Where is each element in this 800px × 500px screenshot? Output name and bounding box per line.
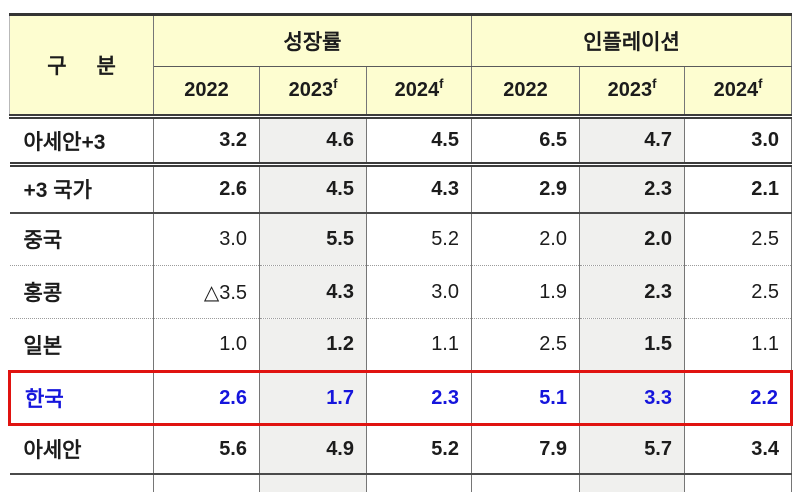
year-text: 2024	[713, 79, 759, 101]
cell-value	[471, 473, 580, 492]
header-category: 구 분	[9, 13, 154, 119]
cell-value	[259, 473, 367, 492]
cell-value: △3.5	[153, 265, 260, 319]
cell-value: 3.0	[153, 212, 260, 266]
year-text: 2022	[503, 79, 548, 101]
cell-value: 1.1	[366, 318, 472, 372]
cell-value: 1.9	[471, 265, 580, 319]
table-row-asean-plus-3: 아세안+3 3.2 4.6 4.5 6.5 4.7 3.0	[9, 116, 793, 167]
cell-value: 1.0	[153, 318, 260, 372]
header-year-inflation-2022: 2022	[471, 66, 580, 119]
cell-value: 2.1	[684, 164, 793, 214]
cell-value	[579, 473, 685, 492]
table-row-japan: 일본 1.0 1.2 1.1 2.5 1.5 1.1	[9, 318, 793, 372]
cell-value: 1.5	[579, 318, 685, 372]
header-growth-rate: 성장률	[153, 13, 472, 67]
table-row-china: 중국 3.0 5.5 5.2 2.0 2.0 2.5	[9, 212, 793, 266]
header-inflation: 인플레이션	[471, 13, 793, 67]
table-row-asean: 아세안 5.6 4.9 5.2 7.9 5.7 3.4	[9, 424, 793, 475]
table-row-plus-3-countries: +3 국가 2.6 4.5 4.3 2.9 2.3 2.1	[9, 164, 793, 214]
cell-value: 4.7	[579, 116, 685, 167]
table-row-partial-cutoff	[9, 473, 793, 492]
year-text: 2022	[184, 79, 229, 101]
cell-value: 7.9	[471, 424, 580, 475]
cell-value: 4.6	[259, 116, 367, 167]
cell-value: 1.2	[259, 318, 367, 372]
header-year-inflation-2023: 2023f	[579, 66, 685, 119]
row-label: 홍콩	[9, 265, 154, 319]
cell-value: 2.5	[684, 212, 793, 266]
cell-value	[684, 473, 793, 492]
cell-value: 5.1	[471, 370, 580, 426]
macro-indicators-table: 구 분 성장률 인플레이션 2022 2023f 2024f 2022 2023…	[8, 13, 794, 492]
cell-value: 6.5	[471, 116, 580, 167]
header-year-growth-2023: 2023f	[259, 66, 367, 119]
cell-value: 3.0	[684, 116, 793, 167]
cell-value: 2.3	[366, 370, 472, 426]
cell-value: 5.2	[366, 212, 472, 266]
header-year-growth-2022: 2022	[153, 66, 260, 119]
header-year-inflation-2024: 2024f	[684, 66, 793, 119]
year-forecast-sup: f	[652, 76, 657, 91]
row-label: 중국	[9, 212, 154, 266]
cell-value	[153, 473, 260, 492]
cell-value	[366, 473, 472, 492]
header-year-growth-2024: 2024f	[366, 66, 472, 119]
cell-value: 2.6	[153, 370, 260, 426]
cell-value: 3.0	[366, 265, 472, 319]
cell-value: 5.6	[153, 424, 260, 475]
cell-value: 5.7	[579, 424, 685, 475]
cell-value: 4.3	[366, 164, 472, 214]
year-forecast-sup: f	[439, 76, 444, 91]
cell-value: 4.5	[366, 116, 472, 167]
cell-value: 2.5	[471, 318, 580, 372]
cell-value: 3.2	[153, 116, 260, 167]
year-text: 2023	[607, 79, 653, 101]
cell-value: 1.7	[259, 370, 367, 426]
cell-value: 2.6	[153, 164, 260, 214]
row-label	[9, 473, 154, 492]
row-label: +3 국가	[9, 164, 154, 214]
table-row-hong-kong: 홍콩 △3.5 4.3 3.0 1.9 2.3 2.5	[9, 265, 793, 319]
cell-value: 4.3	[259, 265, 367, 319]
row-label: 일본	[9, 318, 154, 372]
cell-value: 2.0	[579, 212, 685, 266]
cell-value: 1.1	[684, 318, 793, 372]
cell-value: 3.4	[684, 424, 793, 475]
year-forecast-sup: f	[333, 76, 338, 91]
cell-value: 5.2	[366, 424, 472, 475]
cell-value: 5.5	[259, 212, 367, 266]
cell-value: 3.3	[579, 370, 685, 426]
cell-value: 2.3	[579, 164, 685, 214]
cell-value: 2.3	[579, 265, 685, 319]
year-text: 2023	[288, 79, 334, 101]
cell-value: 2.5	[684, 265, 793, 319]
cell-value: 2.2	[684, 370, 794, 426]
cell-value: 2.0	[471, 212, 580, 266]
row-label: 아세안+3	[9, 116, 154, 167]
year-text: 2024	[394, 79, 440, 101]
row-label: 아세안	[9, 424, 154, 475]
row-label: 한국	[8, 370, 154, 426]
cell-value: 4.9	[259, 424, 367, 475]
year-forecast-sup: f	[758, 76, 763, 91]
cell-value: 2.9	[471, 164, 580, 214]
table-row-korea-highlighted: 한국 2.6 1.7 2.3 5.1 3.3 2.2	[8, 370, 794, 426]
cell-value: 4.5	[259, 164, 367, 214]
